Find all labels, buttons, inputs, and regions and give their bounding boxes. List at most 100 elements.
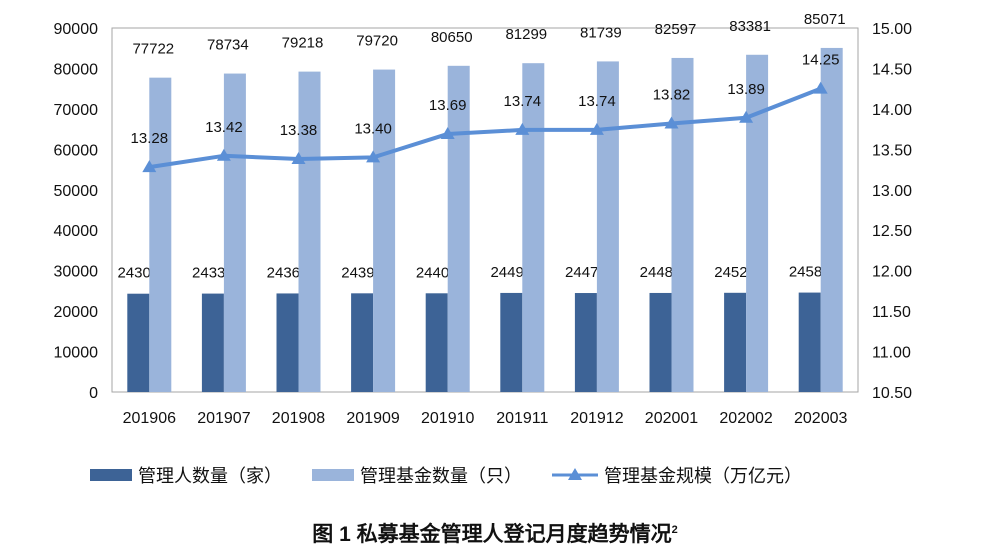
data-label-funds: 81299 (505, 26, 547, 43)
data-label-managers: 24488 (640, 264, 682, 281)
data-label-funds: 81739 (580, 24, 622, 41)
y-left-tick-label: 20000 (54, 304, 99, 321)
bar-managers (201, 293, 224, 392)
legend-swatch-funds (312, 469, 354, 481)
legend-swatch-managers (90, 469, 132, 481)
y-right-tick-label: 11.00 (872, 345, 911, 362)
data-label-funds: 79720 (356, 33, 398, 50)
data-label-funds: 82597 (655, 21, 697, 38)
data-label-managers: 24494 (490, 264, 532, 281)
data-label-managers: 24584 (789, 264, 831, 281)
bar-managers (351, 293, 374, 392)
point-scale (813, 81, 828, 94)
bar-funds (522, 63, 545, 393)
plot-area (111, 27, 859, 393)
x-tick-label: 201906 (123, 410, 176, 427)
y-left-tick-label: 30000 (54, 264, 99, 281)
y-left-tick-label: 60000 (54, 142, 99, 159)
y-right-tick-label: 11.50 (872, 304, 911, 321)
bar-managers (276, 293, 299, 392)
legend-item-managers: 管理人数量（家） (90, 462, 282, 488)
data-label-scale: 13.89 (727, 81, 765, 98)
data-label-managers: 24404 (416, 264, 458, 281)
bar-funds (820, 47, 843, 393)
data-label-scale: 13.82 (653, 86, 691, 103)
bar-managers (798, 292, 821, 392)
point-scale (366, 150, 381, 163)
y-left-tick-label: 50000 (54, 183, 99, 200)
y-right-tick-label: 14.00 (872, 102, 912, 119)
legend-item-funds: 管理基金数量（只） (312, 462, 522, 488)
bar-funds (671, 57, 694, 393)
bar-funds (373, 69, 396, 392)
x-tick-label: 201908 (272, 410, 325, 427)
y-right-tick-label: 10.50 (872, 385, 912, 402)
point-scale (440, 126, 455, 139)
data-label-funds: 78734 (207, 37, 249, 54)
data-label-scale: 13.74 (504, 93, 542, 110)
x-tick-label: 201911 (496, 410, 548, 427)
data-label-managers: 24399 (341, 264, 383, 281)
data-label-scale: 13.28 (131, 130, 169, 147)
data-label-scale: 13.38 (280, 122, 318, 139)
chart-title: 图 1 私募基金管理人登记月度趋势情况2 (0, 518, 990, 548)
y-right-tick-label: 15.00 (872, 21, 912, 38)
x-tick-label: 202003 (794, 410, 847, 427)
y-left-tick-label: 70000 (54, 102, 99, 119)
bar-managers (724, 292, 747, 392)
data-label-funds: 79218 (282, 35, 324, 52)
y-left-tick-label: 0 (89, 385, 98, 402)
point-scale (142, 160, 157, 173)
data-label-funds: 80650 (431, 29, 473, 46)
point-scale (589, 122, 604, 135)
bar-managers (127, 293, 150, 392)
legend: 管理人数量（家） 管理基金数量（只） 管理基金规模（万亿元） (90, 460, 910, 490)
data-label-scale: 13.74 (578, 93, 616, 110)
legend-swatch-scale (552, 468, 598, 480)
y-right-tick-label: 12.00 (872, 264, 912, 281)
bar-managers (425, 293, 448, 392)
y-right-tick-label: 13.50 (872, 142, 912, 159)
line-scale (148, 86, 822, 170)
bar-managers (574, 293, 597, 392)
y-right-tick-label: 12.50 (872, 223, 912, 240)
chart: 0 10000 20000 30000 40000 50000 60000 70000 8000… (54, 11, 913, 427)
data-label-managers: 24527 (714, 264, 756, 281)
legend-label-managers: 管理人数量（家） (138, 466, 282, 486)
data-label-funds: 77722 (132, 41, 174, 58)
x-tick-label: 201910 (421, 410, 474, 427)
x-tick-label: 201907 (197, 410, 250, 427)
y-left-tick-label: 90000 (54, 21, 99, 38)
x-tick-label: 202002 (719, 410, 772, 427)
y-left-tick-label: 40000 (54, 223, 99, 240)
data-label-scale: 14.25 (802, 52, 840, 69)
data-label-funds: 83381 (729, 18, 771, 35)
point-scale (515, 122, 530, 135)
bar-funds (746, 54, 769, 393)
x-tick-label: 201909 (346, 410, 399, 427)
point-scale (739, 110, 754, 123)
bar-funds (298, 71, 321, 392)
data-label-managers: 24332 (192, 265, 234, 282)
x-tick-label: 201912 (570, 410, 623, 427)
bar-funds (149, 77, 172, 393)
point-scale (291, 152, 306, 165)
bar-funds (223, 73, 246, 393)
y-right-tick-label: 13.00 (872, 183, 912, 200)
y-left-tick-label: 10000 (54, 345, 99, 362)
data-label-scale: 13.69 (429, 97, 467, 114)
legend-label-funds: 管理基金数量（只） (360, 466, 522, 486)
y-left-tick-label: 80000 (54, 61, 99, 78)
data-label-funds: 85071 (804, 11, 846, 28)
bar-funds (447, 65, 470, 392)
data-label-managers: 24471 (565, 264, 607, 281)
data-label-scale: 13.42 (205, 119, 243, 136)
bar-managers (500, 292, 523, 392)
bar-managers (649, 292, 672, 392)
x-tick-label: 202001 (645, 410, 698, 427)
data-label-managers: 24304 (117, 265, 159, 282)
data-label-scale: 13.40 (354, 120, 392, 137)
chart-title-footnote: 2 (671, 524, 678, 536)
bar-funds (596, 61, 619, 392)
point-scale (216, 148, 231, 161)
